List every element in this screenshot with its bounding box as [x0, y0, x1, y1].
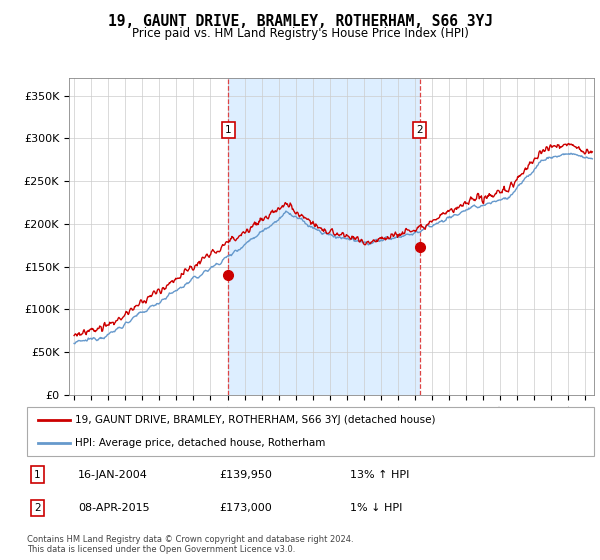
- Bar: [228, 78, 419, 395]
- Text: £139,950: £139,950: [220, 470, 272, 479]
- Text: Price paid vs. HM Land Registry's House Price Index (HPI): Price paid vs. HM Land Registry's House …: [131, 27, 469, 40]
- Text: 08-APR-2015: 08-APR-2015: [78, 503, 149, 513]
- FancyBboxPatch shape: [27, 407, 594, 456]
- Text: 1: 1: [34, 470, 41, 479]
- Text: HPI: Average price, detached house, Rotherham: HPI: Average price, detached house, Roth…: [75, 438, 326, 448]
- Text: 1: 1: [225, 125, 232, 135]
- Text: 19, GAUNT DRIVE, BRAMLEY, ROTHERHAM, S66 3YJ: 19, GAUNT DRIVE, BRAMLEY, ROTHERHAM, S66…: [107, 14, 493, 29]
- Text: 19, GAUNT DRIVE, BRAMLEY, ROTHERHAM, S66 3YJ (detached house): 19, GAUNT DRIVE, BRAMLEY, ROTHERHAM, S66…: [75, 416, 436, 426]
- Text: 2: 2: [416, 125, 423, 135]
- Text: 2: 2: [34, 503, 41, 513]
- Text: £173,000: £173,000: [220, 503, 272, 513]
- Text: 16-JAN-2004: 16-JAN-2004: [78, 470, 148, 479]
- Text: 13% ↑ HPI: 13% ↑ HPI: [350, 470, 410, 479]
- Text: Contains HM Land Registry data © Crown copyright and database right 2024.
This d: Contains HM Land Registry data © Crown c…: [27, 535, 353, 554]
- Text: 1% ↓ HPI: 1% ↓ HPI: [350, 503, 403, 513]
